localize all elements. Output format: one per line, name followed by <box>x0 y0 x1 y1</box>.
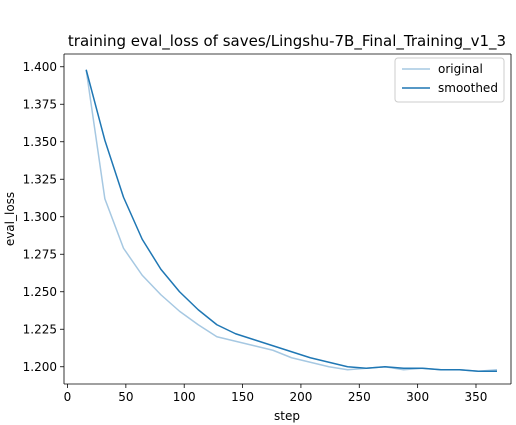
chart-title: training eval_loss of saves/Lingshu-7B_F… <box>68 32 506 51</box>
x-axis-label: step <box>274 409 300 423</box>
x-tick-label: 150 <box>231 390 254 404</box>
y-tick-label: 1.375 <box>23 97 57 111</box>
x-ticks: 0 50 100 150 200 250 300 350 <box>64 384 488 404</box>
y-tick-label: 1.275 <box>23 247 57 261</box>
x-tick-label: 0 <box>64 390 72 404</box>
x-tick-label: 200 <box>289 390 312 404</box>
legend: original smoothed <box>394 57 505 103</box>
x-tick-label: 300 <box>406 390 429 404</box>
y-tick-label: 1.250 <box>23 285 57 299</box>
x-tick-label: 350 <box>465 390 488 404</box>
x-tick-label: 250 <box>348 390 371 404</box>
axes <box>63 53 512 385</box>
x-tick-label: 100 <box>173 390 196 404</box>
y-tick-label: 1.400 <box>23 60 57 74</box>
y-tick-label: 1.350 <box>23 135 57 149</box>
y-tick-label: 1.200 <box>23 360 57 374</box>
x-tick-label: 50 <box>118 390 133 404</box>
y-ticks: 1.200 1.225 1.250 1.275 1.300 1.325 1.350 1.375… <box>23 60 64 374</box>
y-axis-label: eval_loss <box>3 192 17 246</box>
plot-area <box>64 54 511 384</box>
y-tick-label: 1.225 <box>23 322 57 336</box>
legend-label-original: original <box>438 62 483 76</box>
y-tick-label: 1.300 <box>23 210 57 224</box>
series-layer <box>85 69 498 372</box>
legend-label-smoothed: smoothed <box>438 81 498 95</box>
y-tick-label: 1.325 <box>23 172 57 186</box>
series-line-smoothed <box>85 69 497 372</box>
